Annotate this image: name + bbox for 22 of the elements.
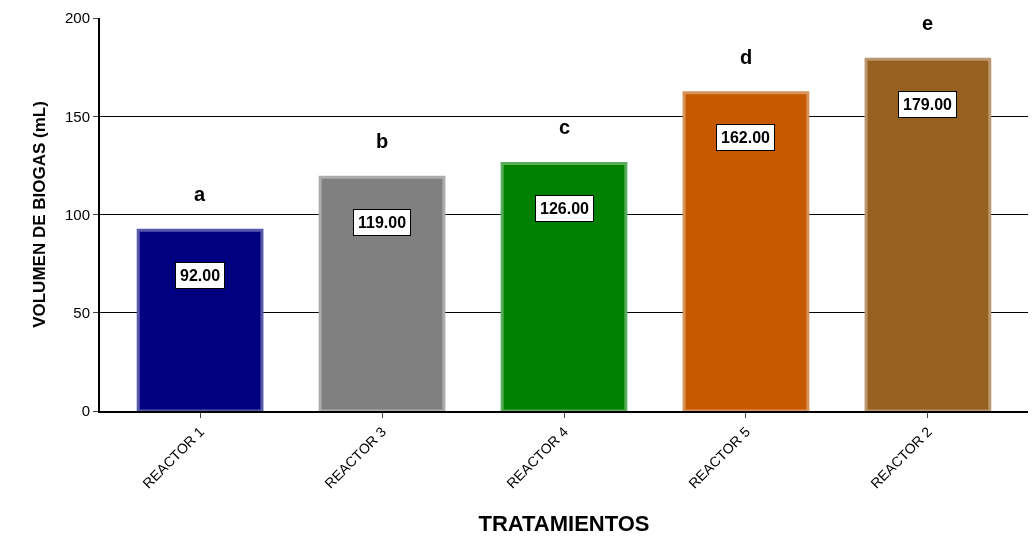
x-axis-title: TRATAMIENTOS [478,510,650,536]
y-tick-label: 0 [81,402,90,420]
bar [318,175,446,411]
annotation: a [194,183,206,205]
data-label: 126.00 [540,200,590,217]
data-label: 179.00 [903,96,953,113]
annotation: b [376,130,389,152]
annotation: c [559,116,571,138]
bar [682,91,810,411]
annotation: e [922,12,934,34]
y-tick-label: 200 [64,9,90,27]
y-tick-label: 50 [73,304,90,321]
bar [136,228,264,411]
y-axis-title: VOLUMEN DE BIOGAS (mL) [30,101,50,328]
data-label: 92.00 [180,267,221,284]
bar [864,57,992,411]
y-tick-label: 150 [64,107,90,125]
y-tick-label: 100 [64,205,90,223]
data-label: 119.00 [358,214,407,231]
data-label: 162.00 [721,129,771,146]
bar [500,161,628,411]
annotation: d [740,46,753,68]
